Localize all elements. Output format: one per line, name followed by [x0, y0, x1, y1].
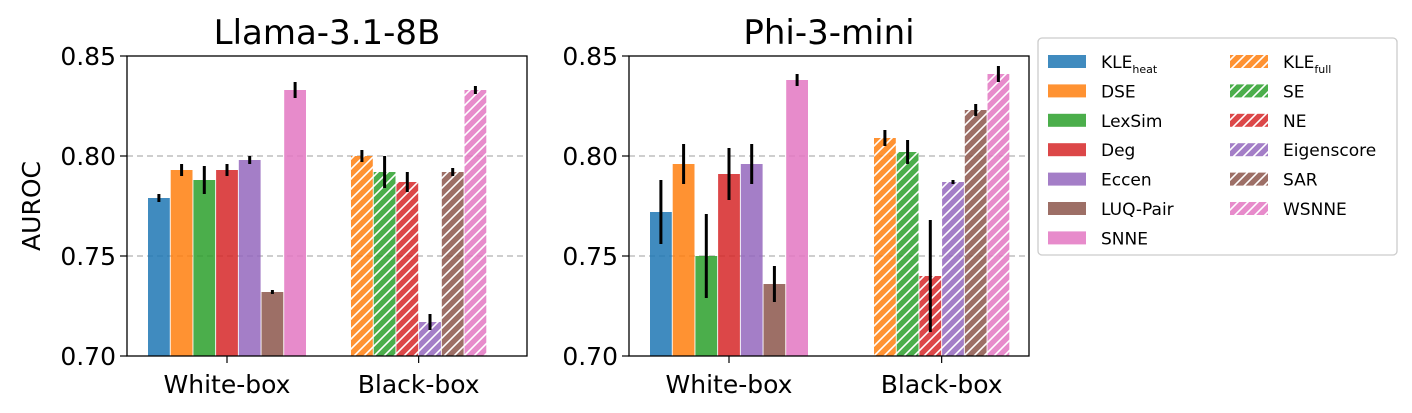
legend-label-se: SE: [1283, 82, 1305, 102]
y-tick-label: 0.75: [60, 242, 116, 271]
legend-label-deg: Deg: [1101, 141, 1135, 161]
legend-frame: [1037, 37, 1398, 256]
legend-label-snne: SNNE: [1101, 229, 1148, 249]
legend-swatch-eigenscore: [1230, 143, 1268, 157]
bar-ne: [396, 182, 419, 356]
x-category-label: Black-box: [881, 370, 1003, 399]
bar-deg: [718, 174, 740, 356]
legend-label-sar: SAR: [1283, 171, 1318, 191]
bar-snne: [284, 90, 306, 356]
bar-dse: [672, 164, 695, 356]
bar-luq-pair: [763, 284, 786, 356]
bar-kle-heat: [148, 198, 170, 356]
legend-label-eigenscore: Eigenscore: [1283, 141, 1376, 161]
legend-label-luq-pair: LUQ-Pair: [1101, 200, 1174, 220]
chart-panel-2: 0.70 0.75 0.80 0.85 White-box Black-box Phi-3-…: [562, 13, 1030, 399]
bar-lexsim: [193, 180, 216, 356]
axes-frame: [628, 55, 1030, 357]
bar-eccen: [740, 164, 763, 356]
bar-wsnne: [987, 74, 1010, 356]
bar-kle-heat: [650, 212, 672, 356]
legend-label-lexsim: LexSim: [1101, 112, 1162, 132]
y-tick-label: 0.80: [60, 142, 116, 171]
legend: KLEheatDSELexSimDegEccenLUQ-PairSNNEKLEf…: [1037, 37, 1398, 256]
legend-swatch-eccen: [1048, 172, 1086, 186]
y-axis-label: AUROC: [17, 161, 46, 251]
bar-se: [373, 172, 396, 356]
legend-swatch-snne: [1048, 231, 1086, 245]
bar-luq-pair: [261, 292, 284, 356]
y-tick-label: 0.80: [562, 142, 618, 171]
bar-deg: [216, 170, 238, 356]
bar-wsnne: [464, 90, 487, 356]
bar-eccen: [238, 160, 261, 356]
bar-sar: [964, 110, 987, 356]
legend-swatch-kle-heat: [1048, 55, 1086, 68]
legend-label-eccen: Eccen: [1101, 171, 1152, 191]
bar-se: [896, 152, 919, 356]
legend-label-wsnne: WSNNE: [1283, 200, 1347, 220]
legend-swatch-kle-full: [1230, 55, 1268, 68]
legend-swatch-se: [1230, 84, 1268, 98]
y-tick-label: 0.75: [562, 242, 618, 271]
legend-label-ne: NE: [1283, 112, 1306, 132]
bar-sar: [441, 172, 464, 356]
bar-kle-full: [351, 156, 373, 356]
y-tick-label: 0.85: [562, 42, 618, 71]
y-tick-label: 0.70: [562, 342, 618, 371]
y-tick-label: 0.70: [60, 342, 116, 371]
x-category-label: White-box: [666, 370, 793, 399]
axes-frame: [126, 55, 528, 357]
legend-swatch-sar: [1230, 172, 1268, 186]
legend-swatch-dse: [1048, 84, 1086, 98]
x-category-label: Black-box: [358, 370, 480, 399]
bar-eigenscore: [419, 322, 441, 356]
x-category-label: White-box: [164, 370, 291, 399]
legend-swatch-luq-pair: [1048, 202, 1086, 215]
bar-dse: [170, 170, 193, 356]
chart-title: Llama-3.1-8B: [214, 13, 441, 53]
legend-swatch-ne: [1230, 113, 1268, 127]
bar-eigenscore: [942, 182, 964, 356]
chart-panel-1: 0.70 0.75 0.80 0.85 White-box Black-box Llama-…: [17, 13, 528, 399]
bar-snne: [786, 80, 808, 356]
legend-swatch-deg: [1048, 143, 1086, 157]
chart-title: Phi-3-mini: [743, 13, 914, 53]
bar-kle-full: [874, 138, 896, 356]
legend-label-dse: DSE: [1101, 82, 1136, 102]
legend-swatch-wsnne: [1230, 202, 1268, 215]
legend-swatch-lexsim: [1048, 113, 1086, 127]
y-tick-label: 0.85: [60, 42, 116, 71]
bar-lexsim: [695, 256, 718, 356]
